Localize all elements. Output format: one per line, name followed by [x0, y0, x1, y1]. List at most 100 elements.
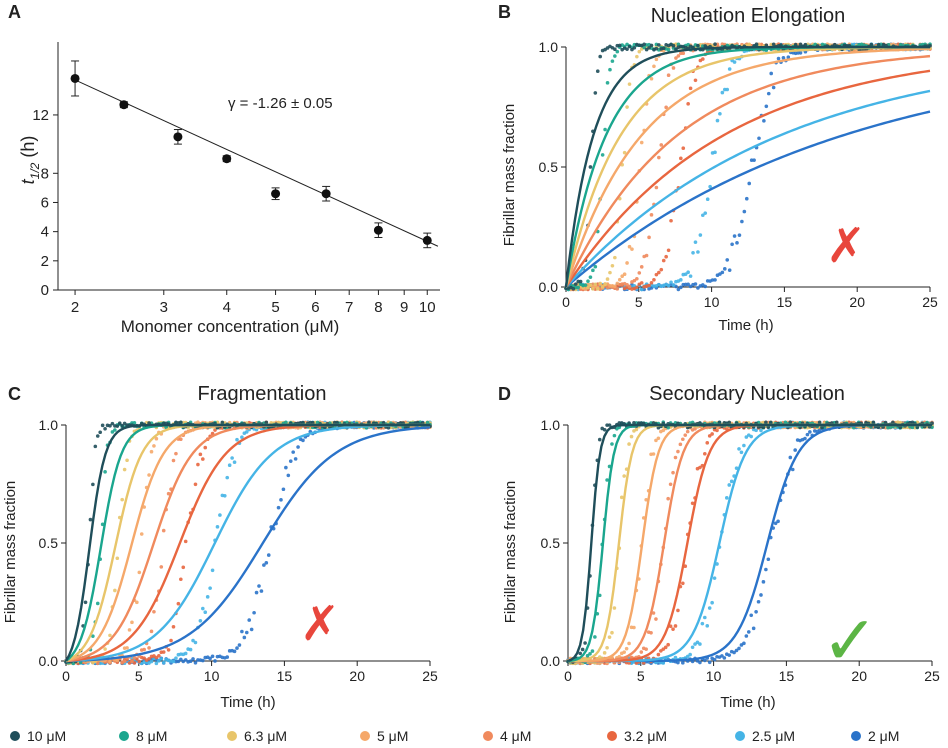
panel-b-fit-curve — [564, 47, 931, 288]
panel-b-data-point — [686, 282, 690, 287]
panel-b-data-point — [610, 59, 615, 63]
panel-b-data-point — [613, 47, 617, 52]
panel-d-data-point — [717, 420, 722, 425]
panel-d-data-point — [676, 449, 680, 454]
panel-c-data-point — [191, 657, 195, 661]
panel-c-data-point — [137, 659, 142, 664]
panel-b-fit-curve — [564, 54, 931, 288]
concentration-legend: 10 μM 8 μM 6.3 μM 5 μM 4 μM 3.2 μM 2.5 μM 2 μM — [10, 728, 899, 744]
panel-b-data-point — [869, 42, 874, 47]
panel-b-data-point — [615, 49, 620, 54]
panel-b-data-point — [583, 283, 588, 287]
panel-b-data-point — [642, 42, 646, 47]
panel-b-data-point — [659, 143, 664, 147]
panel-b-data-point — [703, 211, 708, 215]
panel-d-data-point — [602, 651, 607, 655]
panel-d-y-tick-label: 0.5 — [541, 535, 561, 551]
panel-b-data-point — [771, 85, 776, 90]
panel-b-data-point — [725, 87, 730, 92]
panel-b-data-point — [632, 45, 637, 50]
panel-b-data-point — [718, 111, 722, 116]
panel-c-data-point — [130, 620, 134, 625]
panel-b-data-point — [740, 219, 744, 224]
panel-d-data-point — [803, 436, 807, 441]
panel-b-data-point — [693, 282, 698, 286]
panel-d-data-point — [698, 642, 702, 646]
panel-c-data-point — [108, 424, 112, 428]
panel-d-data-point — [720, 654, 724, 658]
legend-label: 2.5 μM — [752, 728, 795, 744]
panel-c-data-point — [154, 436, 159, 441]
panel-b-data-point — [654, 185, 659, 190]
panel-d-data-point — [915, 425, 920, 429]
panel-c-data-point — [201, 606, 205, 611]
panel-d-data-point — [707, 660, 712, 665]
panel-d-data-point — [737, 447, 741, 451]
panel-c-data-point — [222, 494, 227, 498]
panel-d-data-point — [612, 433, 617, 438]
panel-b-data-point — [744, 196, 749, 201]
panel-b-data-point — [669, 218, 673, 223]
panel-d-xlabel: Time (h) — [720, 694, 775, 711]
panel-d-data-point — [590, 649, 595, 653]
panel-d-data-point — [678, 442, 683, 447]
panel-b-data-point — [578, 279, 583, 284]
panel-d-data-point — [673, 624, 678, 628]
panel-c-data-point — [381, 420, 386, 425]
panel-c-data-point — [171, 625, 176, 629]
panel-d-data-point — [644, 498, 648, 502]
panel-c-data-point — [191, 638, 195, 643]
panel-b-fit-curve — [564, 45, 930, 288]
panel-c-data-point — [284, 420, 288, 425]
panel-d-data-point — [654, 617, 658, 621]
panel-d-data-point — [666, 642, 670, 647]
panel-b-data-point — [683, 272, 688, 276]
panel-b-data-point — [613, 284, 617, 289]
panel-a-y-tick-label: 8 — [41, 165, 49, 182]
panel-c-data-point — [183, 651, 188, 656]
panel-a-data-point — [321, 189, 331, 199]
panel-d-data-point — [700, 621, 705, 626]
panel-b-data-point — [593, 91, 598, 95]
panel-c-data-point — [147, 646, 151, 650]
panel-b-data-point — [713, 278, 717, 282]
panel-a-data-point — [70, 73, 80, 83]
panel-c-data-point — [193, 482, 198, 487]
panel-c-data-point — [225, 655, 230, 659]
panel-b-data-point — [635, 285, 639, 290]
panel-b-data-point — [696, 286, 700, 290]
panel-b-data-point — [598, 281, 603, 286]
legend-label: 3.2 μM — [624, 728, 667, 744]
panel-b-y-tick-label: 0.0 — [539, 279, 559, 295]
panel-d-data-point — [644, 647, 648, 651]
panel-b-data-point — [701, 213, 705, 218]
panel-c-data-point — [262, 563, 266, 567]
panel-b-data-point — [676, 287, 681, 292]
panel-d-data-point — [661, 428, 666, 433]
panel-c-data-point — [147, 657, 151, 661]
panel-d-data-point — [876, 425, 881, 430]
panel-d-data-point — [685, 654, 690, 659]
panel-b-data-point — [657, 43, 661, 47]
panel-c-data-point — [335, 421, 339, 425]
panel-b-x-tick-label: 15 — [777, 294, 793, 310]
panel-c-data-point — [264, 420, 269, 425]
panel-c-fit-curve — [65, 426, 431, 663]
legend-swatch — [10, 731, 20, 741]
panel-d-data-point — [627, 641, 631, 646]
panel-d-data-point — [729, 479, 734, 484]
panel-b-data-point — [666, 283, 671, 288]
panel-d-data-point — [898, 420, 903, 425]
panel-c-data-point — [218, 513, 222, 517]
panel-a-y-tick-label: 4 — [41, 224, 49, 241]
legend-swatch — [483, 731, 493, 741]
panel-b-data-point — [766, 91, 771, 96]
panel-d-data-point — [715, 428, 719, 433]
panel-c-data-point — [188, 647, 193, 652]
panel-b-title: Nucleation Elongation — [651, 5, 846, 27]
panel-b-data-point — [703, 284, 708, 289]
panel-c-data-point — [103, 470, 107, 474]
panel-d: D Secondary Nucleation Time (h) Fibrilla… — [498, 383, 940, 711]
panel-d-data-point — [805, 432, 810, 437]
